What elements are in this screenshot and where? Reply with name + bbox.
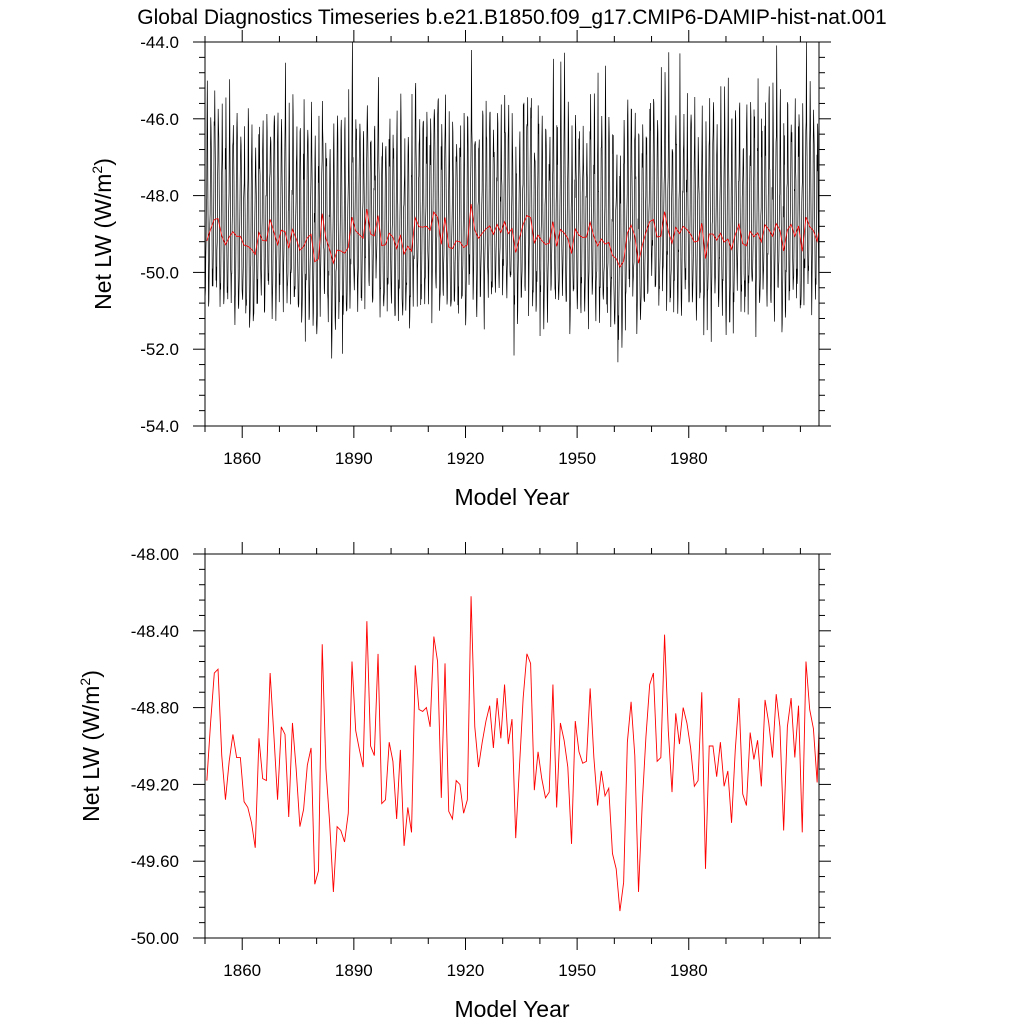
bottom-ytick-label: -48.00 [131, 545, 179, 564]
top-xtick-label: 1950 [558, 449, 596, 468]
bottom-annual-series-line [206, 596, 819, 912]
top-ytick-label: -48.0 [140, 187, 179, 206]
bottom-ytick-label: -48.80 [131, 699, 179, 718]
top-xtick-label: 1890 [335, 449, 373, 468]
top-plot-frame [204, 41, 820, 427]
top-xtick-label: 1920 [447, 449, 485, 468]
top-xtick-label: 1860 [223, 449, 261, 468]
top-y-tick-labels: -54.0 -52.0 -50.0 -48.0 -46.0 -44.0 [140, 33, 179, 436]
bottom-xtick-label: 1890 [335, 961, 373, 980]
top-ytick-label: -44.0 [140, 33, 179, 52]
bottom-x-axis-label: Model Year [454, 996, 569, 1022]
top-y-label-superscript: 2 [89, 166, 105, 174]
bottom-ytick-label: -49.60 [131, 852, 179, 871]
top-y-label-suffix: ) [90, 158, 116, 166]
top-x-axis-label: Model Year [454, 484, 569, 510]
top-y-axis-label: Net LW (W/m2) [89, 158, 116, 310]
top-ticks [193, 30, 831, 438]
bottom-y-axis-label: Net LW (W/m2) [77, 670, 104, 822]
figure-title: Global Diagnostics Timeseries b.e21.B185… [137, 6, 886, 29]
bottom-plot-frame [204, 553, 820, 939]
bottom-chart: -50.00 -49.60 -49.20 -48.80 -48.40 -48.00 186… [77, 542, 831, 1022]
top-ytick-label: -50.0 [140, 263, 179, 282]
top-ytick-label: -52.0 [140, 340, 179, 359]
top-chart: -54.0-52.0-50.0-48.0-46.0-44.0 1860 1890 1… [89, 30, 831, 510]
bottom-xtick-label: 1920 [447, 961, 485, 980]
top-ytick-label: -46.0 [140, 110, 179, 129]
bottom-ytick-label: -49.20 [131, 775, 179, 794]
bottom-ytick-label: -48.40 [131, 622, 179, 641]
top-annual-series-line [206, 203, 819, 268]
bottom-x-tick-labels: 1860 1890 1920 1950 1980 [223, 961, 707, 980]
bottom-xtick-label: 1860 [223, 961, 261, 980]
bottom-ytick-label: -50.00 [131, 929, 179, 948]
bottom-ticks [193, 542, 831, 950]
bottom-y-label-superscript: 2 [77, 678, 93, 686]
top-ytick-label: -54.0 [140, 417, 179, 436]
bottom-xtick-label: 1950 [558, 961, 596, 980]
top-xtick-label: 1980 [670, 449, 708, 468]
bottom-y-tick-labels: -50.00 -49.60 -49.20 -48.80 -48.40 -48.00 [131, 545, 179, 948]
top-monthly-series-line [205, 42, 819, 363]
top-x-tick-labels: 1860 1890 1920 1950 1980 [223, 449, 707, 468]
bottom-y-label-suffix: ) [78, 670, 104, 678]
top-y-label-main: Net LW (W/m [90, 174, 116, 310]
bottom-xtick-label: 1980 [670, 961, 708, 980]
bottom-y-label-main: Net LW (W/m [78, 686, 104, 822]
